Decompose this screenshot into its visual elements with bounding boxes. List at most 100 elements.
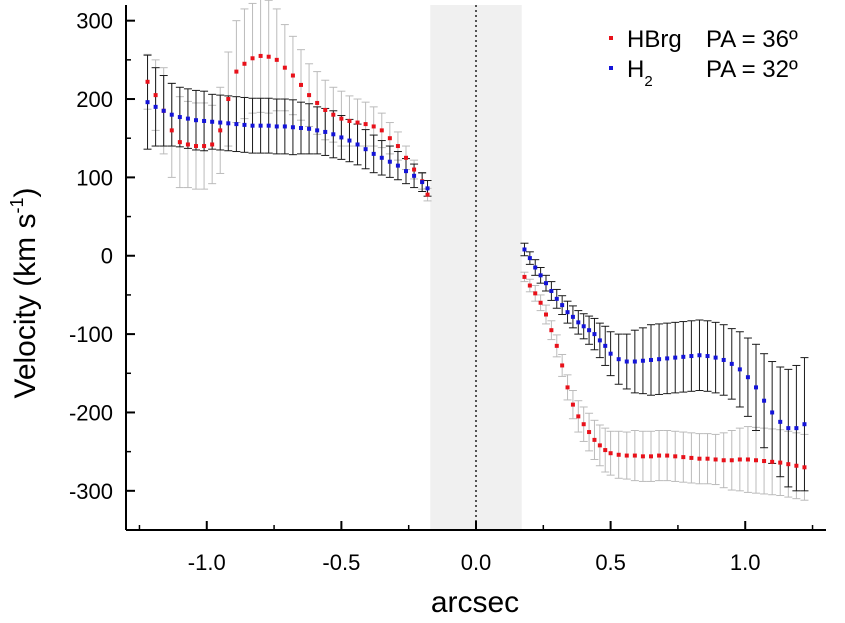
legend-label-hbrg: HBrg — [627, 26, 682, 53]
data-point-hbrg — [274, 57, 279, 62]
data-point-hbrg — [640, 454, 645, 459]
data-point-hbrg — [331, 112, 336, 117]
legend-marker-hbrg — [609, 36, 613, 40]
data-point-hbrg — [681, 455, 686, 460]
data-point-hbrg — [258, 53, 263, 58]
data-point-hbrg — [762, 459, 767, 464]
data-point-hbrg — [554, 343, 559, 348]
legend-marker-h2 — [609, 66, 613, 70]
data-point-hbrg — [608, 451, 613, 456]
data-point-h2 — [640, 358, 645, 363]
data-point-hbrg — [355, 120, 360, 125]
data-point-hbrg — [649, 454, 653, 459]
data-point-hbrg — [185, 142, 190, 147]
data-point-hbrg — [299, 82, 303, 87]
data-point-h2 — [721, 357, 726, 362]
y-tick-label: -300 — [69, 479, 113, 504]
data-point-hbrg — [632, 453, 637, 458]
data-point-h2 — [315, 128, 320, 133]
data-point-h2 — [371, 151, 376, 156]
data-point-h2 — [697, 353, 702, 358]
data-point-h2 — [737, 367, 742, 372]
data-point-h2 — [290, 125, 295, 130]
data-point-h2 — [538, 273, 543, 278]
data-point-hbrg — [705, 456, 710, 461]
y-axis-label-close: ) — [9, 187, 42, 197]
y-tick-label: 300 — [76, 9, 113, 34]
data-point-h2 — [632, 359, 637, 364]
data-point-h2 — [218, 120, 223, 125]
data-point-hbrg — [737, 457, 742, 462]
data-point-hbrg — [544, 312, 548, 317]
data-point-hbrg — [177, 140, 182, 145]
data-point-h2 — [554, 296, 559, 301]
data-point-h2 — [387, 159, 392, 164]
data-point-hbrg — [729, 458, 734, 463]
data-point-hbrg — [522, 274, 527, 279]
data-point-h2 — [581, 324, 586, 329]
data-point-hbrg — [657, 453, 662, 458]
data-point-h2 — [713, 355, 718, 360]
x-tick-label: 0.5 — [595, 550, 626, 575]
y-tick-label: 0 — [101, 244, 113, 269]
data-point-h2 — [657, 357, 662, 362]
data-point-hbrg — [597, 443, 602, 448]
data-point-hbrg — [570, 402, 575, 407]
data-point-h2 — [323, 129, 328, 134]
data-point-hbrg — [363, 122, 368, 127]
data-point-hbrg — [616, 452, 621, 457]
data-point-h2 — [145, 100, 150, 105]
data-point-hbrg — [794, 463, 799, 468]
data-point-h2 — [210, 119, 215, 124]
legend-pa-hbrg: PA = 36º — [706, 26, 798, 53]
data-point-hbrg — [169, 128, 174, 133]
x-tick-label: 1.0 — [730, 550, 761, 575]
data-point-hbrg — [218, 128, 223, 133]
data-point-hbrg — [778, 460, 783, 465]
data-point-h2 — [355, 142, 360, 147]
data-point-h2 — [522, 247, 527, 252]
data-point-h2 — [778, 419, 783, 424]
data-point-hbrg — [339, 116, 344, 121]
data-point-hbrg — [290, 73, 295, 78]
data-point-hbrg — [371, 124, 376, 129]
data-point-h2 — [379, 155, 384, 160]
data-point-hbrg — [404, 155, 408, 160]
data-point-h2 — [592, 332, 597, 337]
data-point-h2 — [533, 265, 538, 270]
data-point-h2 — [576, 320, 581, 325]
data-point-hbrg — [226, 97, 231, 102]
data-point-hbrg — [315, 100, 320, 105]
data-point-h2 — [266, 123, 271, 128]
data-point-h2 — [527, 256, 532, 261]
data-point-hbrg — [387, 136, 392, 141]
x-axis-label: arcsec — [431, 586, 519, 619]
data-point-hbrg — [379, 128, 384, 133]
data-point-h2 — [681, 354, 686, 359]
data-point-h2 — [544, 281, 548, 286]
data-point-h2 — [762, 398, 767, 403]
y-tick-label: -200 — [69, 400, 113, 425]
data-point-h2 — [794, 426, 799, 431]
legend-pa-h2: PA = 32º — [706, 56, 798, 83]
legend: HBrg PA = 36º H2 PA = 32º — [609, 26, 798, 90]
data-point-hbrg — [194, 144, 198, 149]
data-point-hbrg — [425, 192, 430, 197]
data-point-hbrg — [242, 61, 247, 66]
y-axis-label: Velocity (km s-1) — [7, 187, 42, 398]
x-tick-label: -0.5 — [322, 550, 360, 575]
data-point-hbrg — [153, 93, 158, 98]
data-point-hbrg — [395, 144, 400, 149]
data-point-hbrg — [565, 385, 570, 390]
data-point-h2 — [234, 122, 239, 127]
data-point-h2 — [597, 338, 602, 343]
data-point-h2 — [754, 385, 758, 390]
data-point-h2 — [565, 310, 570, 315]
data-point-h2 — [420, 180, 425, 185]
data-point-h2 — [689, 354, 694, 359]
data-point-h2 — [705, 354, 710, 359]
legend-label-h2: H2 — [627, 56, 653, 90]
data-point-hbrg — [412, 167, 417, 172]
data-point-hbrg — [786, 462, 791, 467]
data-point-hbrg — [624, 453, 629, 458]
